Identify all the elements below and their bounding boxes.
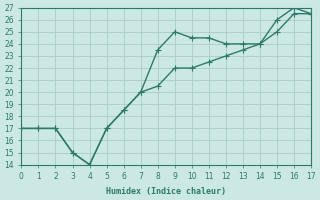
X-axis label: Humidex (Indice chaleur): Humidex (Indice chaleur) <box>106 187 226 196</box>
